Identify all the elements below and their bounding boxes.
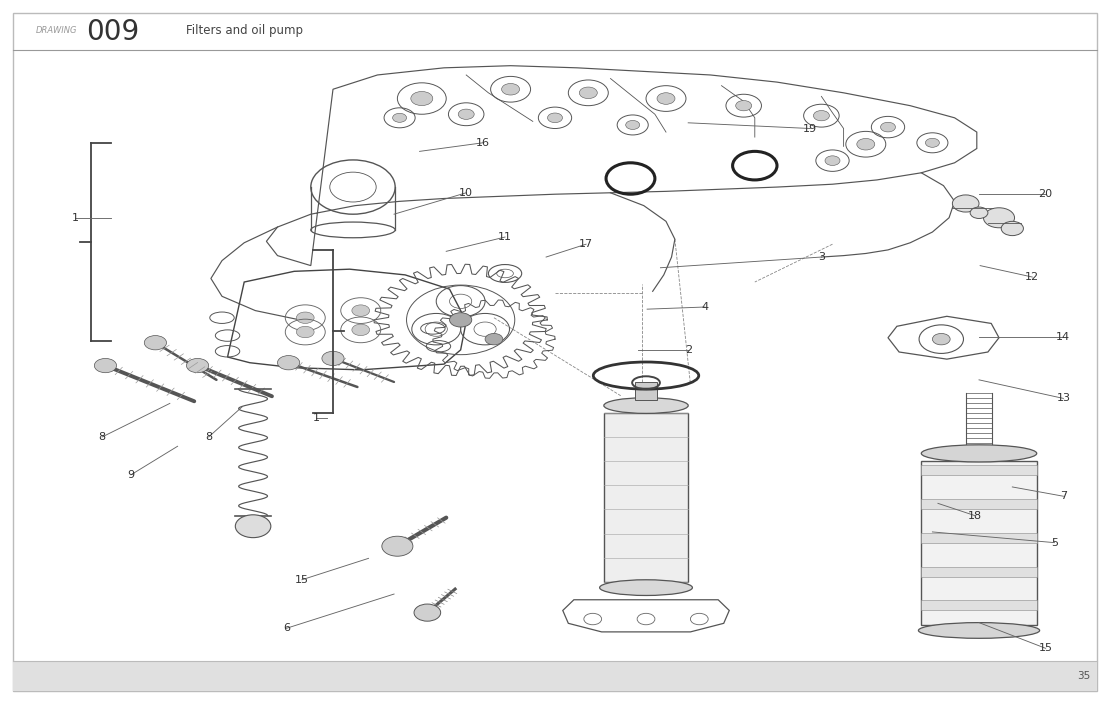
Circle shape (657, 93, 675, 104)
Text: 4: 4 (702, 302, 708, 312)
Circle shape (1001, 221, 1023, 236)
Circle shape (296, 326, 314, 338)
Circle shape (352, 324, 370, 336)
Circle shape (411, 91, 433, 106)
Circle shape (952, 195, 979, 212)
Circle shape (932, 333, 950, 345)
Text: 2: 2 (685, 345, 692, 355)
Circle shape (485, 333, 503, 345)
Text: 8: 8 (99, 432, 105, 442)
Bar (921, 461, 1037, 625)
Circle shape (144, 336, 166, 350)
Circle shape (235, 515, 271, 538)
Circle shape (458, 109, 474, 119)
Circle shape (825, 156, 840, 166)
Text: 35: 35 (1077, 671, 1090, 681)
Ellipse shape (921, 445, 1037, 462)
Circle shape (393, 114, 406, 122)
Text: 1: 1 (72, 213, 79, 223)
Ellipse shape (599, 580, 693, 595)
Circle shape (970, 207, 988, 218)
Circle shape (382, 536, 413, 556)
Circle shape (983, 208, 1015, 228)
Text: 6: 6 (283, 623, 290, 633)
Text: 5: 5 (1051, 538, 1058, 548)
Bar (921, 533, 1037, 543)
Ellipse shape (604, 398, 688, 413)
Bar (921, 465, 1037, 475)
Circle shape (502, 84, 519, 95)
Text: 16: 16 (476, 138, 490, 148)
Circle shape (278, 356, 300, 370)
Circle shape (736, 101, 751, 111)
Ellipse shape (918, 623, 1040, 638)
Bar (13, 661, 1097, 691)
Bar (921, 499, 1037, 509)
Text: 15: 15 (1039, 643, 1052, 653)
Bar (921, 567, 1037, 577)
Circle shape (857, 139, 875, 150)
Text: DRAWING: DRAWING (36, 26, 77, 35)
Circle shape (547, 113, 563, 123)
Circle shape (579, 87, 597, 99)
Circle shape (926, 139, 939, 147)
Text: 8: 8 (205, 432, 212, 442)
Circle shape (414, 604, 441, 621)
Text: 15: 15 (295, 575, 309, 585)
Circle shape (94, 358, 117, 373)
Text: 7: 7 (1060, 491, 1067, 501)
Text: 10: 10 (460, 188, 473, 198)
Circle shape (880, 122, 896, 132)
Circle shape (814, 111, 829, 121)
Text: 12: 12 (1026, 272, 1039, 282)
Circle shape (296, 312, 314, 323)
Text: 19: 19 (804, 124, 817, 134)
Text: 3: 3 (818, 252, 825, 262)
Bar (635, 382, 657, 400)
Bar (921, 600, 1037, 610)
Circle shape (352, 305, 370, 316)
Circle shape (450, 313, 472, 327)
Text: 009: 009 (87, 18, 140, 46)
Text: 17: 17 (579, 239, 593, 249)
Text: 18: 18 (968, 511, 981, 521)
Text: 14: 14 (1057, 332, 1070, 342)
Text: Filters and oil pump: Filters and oil pump (186, 24, 303, 37)
Text: 11: 11 (498, 232, 512, 242)
Circle shape (322, 351, 344, 366)
Circle shape (186, 358, 209, 373)
Text: 13: 13 (1057, 393, 1070, 403)
Text: 9: 9 (128, 470, 134, 480)
Circle shape (626, 121, 639, 129)
Bar (604, 413, 688, 582)
Text: 1: 1 (313, 413, 320, 423)
Text: 20: 20 (1039, 189, 1052, 199)
